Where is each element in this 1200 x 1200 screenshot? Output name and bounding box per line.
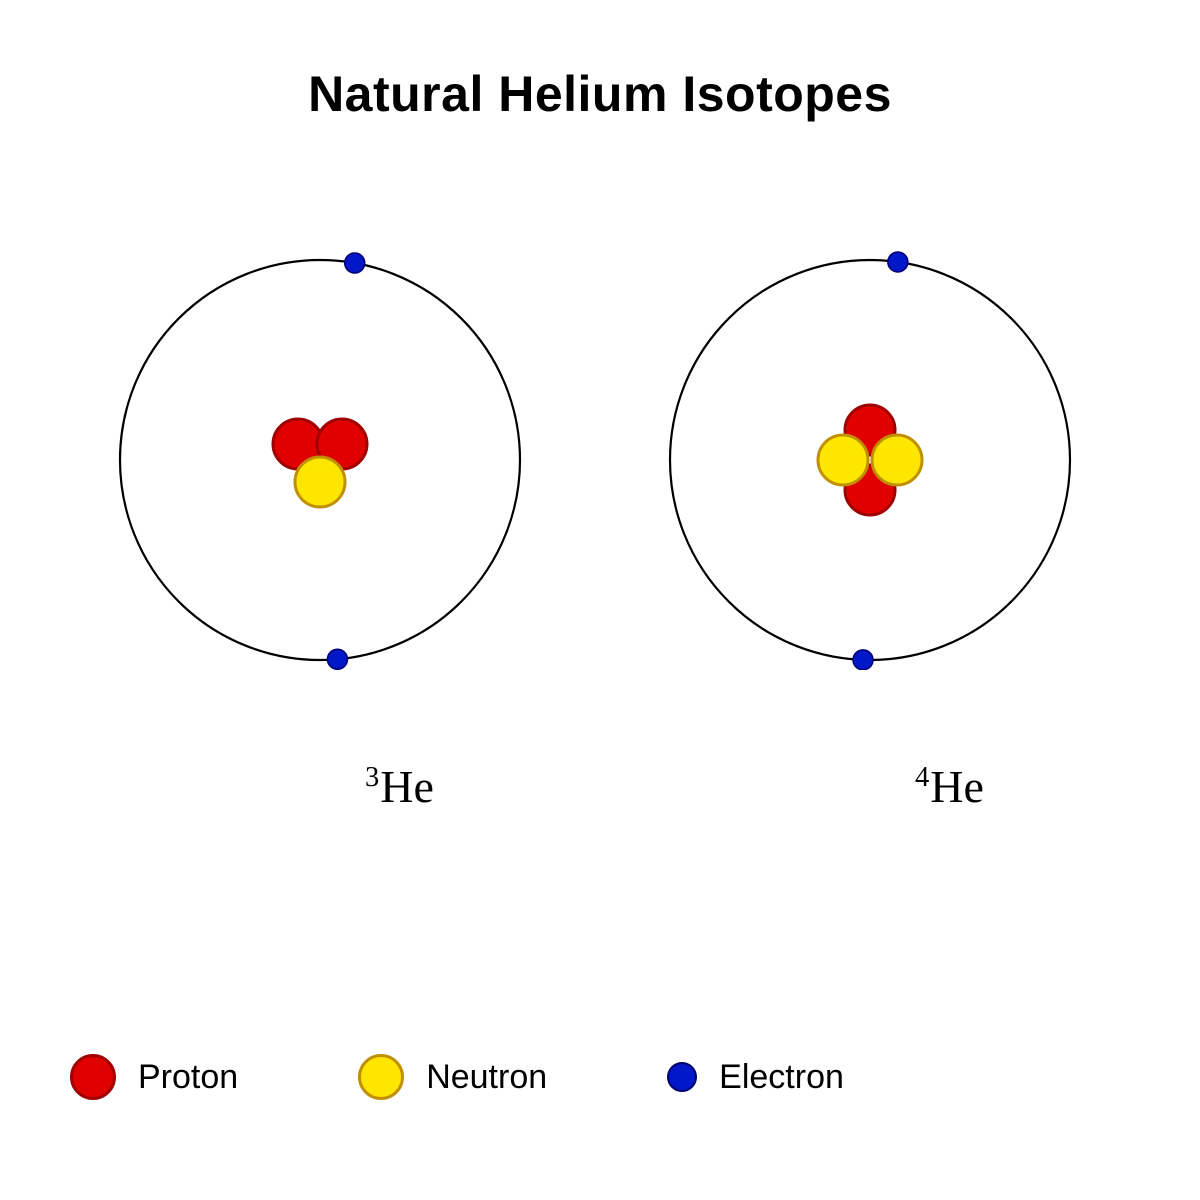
legend-item-neutron: Neutron [358, 1054, 547, 1100]
diagram-root: Natural Helium Isotopes 3He4He ProtonNeu… [0, 0, 1200, 1200]
mass-number: 4 [915, 762, 929, 793]
atom-container-he3: 3He [110, 250, 530, 670]
atom-container-he4: 4He [660, 250, 1080, 670]
mass-number: 3 [365, 762, 379, 793]
legend-item-electron: Electron [667, 1058, 844, 1097]
proton-icon [70, 1054, 116, 1100]
legend-label: Neutron [426, 1058, 547, 1097]
atom-label-he3: 3He [365, 760, 434, 813]
legend-item-proton: Proton [70, 1054, 238, 1100]
neutron-nucleon [818, 435, 868, 485]
element-symbol: He [380, 761, 434, 812]
electron-icon [667, 1062, 697, 1092]
atom-he3 [110, 250, 530, 670]
atom-stage: 3He4He [0, 230, 1200, 830]
element-symbol: He [930, 761, 984, 812]
legend-label: Proton [138, 1058, 238, 1097]
atom-label-he4: 4He [915, 760, 984, 813]
electron-orbit [670, 260, 1070, 660]
electron [888, 252, 908, 272]
legend: Proton Neutron Electron [70, 1054, 1130, 1100]
atom-he4 [660, 250, 1080, 670]
legend-label: Electron [719, 1058, 844, 1097]
neutron-icon [358, 1054, 404, 1100]
neutron-nucleon [295, 457, 345, 507]
electron [853, 650, 873, 670]
neutron-nucleon [872, 435, 922, 485]
diagram-title: Natural Helium Isotopes [0, 65, 1200, 123]
electron [327, 649, 347, 669]
electron [345, 253, 365, 273]
